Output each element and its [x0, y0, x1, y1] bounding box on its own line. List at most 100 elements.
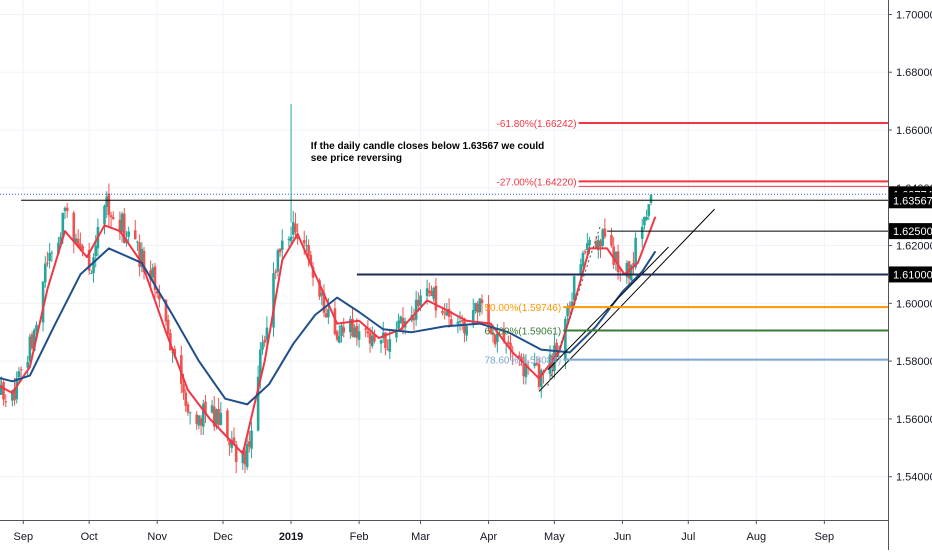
time-tick-label: Mar — [411, 531, 430, 543]
candle-body — [342, 327, 345, 332]
price-tick-label: 1.70000 — [896, 9, 932, 21]
candle-body — [481, 300, 484, 303]
price-tag-label: 1.62500 — [893, 226, 932, 238]
plot-area: -61.80%(1.66242) -27.00%(1.64220) 50.00%(1… — [0, 0, 888, 520]
candle-body — [290, 237, 293, 241]
candle-body — [110, 215, 113, 217]
candle-body — [647, 204, 650, 216]
price-level-label: 50.00%(1.59746) — [484, 303, 561, 314]
candle-body — [48, 253, 51, 261]
candle-body — [307, 245, 310, 255]
price-tag-label: 1.63567 — [893, 195, 932, 207]
candle-body — [44, 264, 47, 283]
candle-body — [103, 206, 106, 224]
candle-body — [588, 240, 591, 246]
candle-body — [457, 322, 460, 324]
candle-body — [364, 329, 367, 330]
candle-body — [26, 362, 29, 368]
candle-body — [136, 242, 139, 243]
price-tick-label: 1.66000 — [896, 125, 932, 137]
annotation-line: If the daily candle closes below 1.63567… — [311, 141, 544, 152]
candle-body — [134, 230, 137, 239]
candle-body — [641, 227, 644, 239]
candle-body — [66, 208, 69, 211]
candle-body — [189, 412, 192, 413]
candle-body — [441, 311, 444, 313]
price-level-label: -27.00%(1.64220) — [496, 177, 576, 188]
candle-body — [380, 340, 383, 343]
candle-body — [220, 413, 223, 425]
candle-body — [650, 195, 653, 203]
candle-body — [263, 340, 266, 343]
candle-body — [18, 371, 21, 377]
candle-body — [281, 241, 284, 250]
candle-body — [92, 257, 95, 273]
time-tick-label: Oct — [81, 531, 98, 543]
candle-body — [610, 235, 613, 246]
candle-body — [2, 382, 5, 400]
candle-body — [358, 331, 361, 340]
candle-body — [338, 336, 341, 342]
candle-body — [250, 431, 253, 449]
candle-body — [604, 229, 607, 237]
candle-body — [51, 253, 54, 254]
time-tick-label: Feb — [350, 531, 369, 543]
price-tag: 1.62500 — [889, 223, 932, 239]
candle-body — [465, 326, 468, 335]
price-tag-label: 1.61000 — [893, 269, 932, 281]
time-tick-label: May — [544, 531, 565, 543]
candle-body — [294, 224, 297, 233]
candle-body — [108, 194, 111, 215]
candle-body — [167, 320, 170, 334]
candle-body — [566, 308, 569, 317]
candle-body — [187, 404, 190, 412]
trendline — [548, 247, 669, 370]
price-tick-label: 1.54000 — [896, 472, 932, 484]
time-tick-label: Sep — [815, 531, 835, 543]
price-tick-label: 1.58000 — [896, 356, 932, 368]
candle-body — [582, 253, 585, 266]
price-tick-label: 1.62000 — [896, 241, 932, 253]
candle-body — [277, 250, 280, 271]
price-tick-label: 1.60000 — [896, 298, 932, 310]
time-tick-label: Dec — [213, 531, 233, 543]
candle-body — [90, 273, 93, 274]
candle-body — [184, 393, 187, 406]
price-tag: 1.61000 — [889, 266, 932, 282]
candle-body — [226, 410, 229, 437]
candle-body — [327, 309, 330, 317]
price-tick-label: 1.56000 — [896, 414, 932, 426]
time-tick-label: Apr — [480, 531, 497, 543]
candle-body — [303, 240, 306, 243]
candle-body — [4, 401, 7, 402]
time-tick-label: Jun — [614, 531, 632, 543]
time-axis: Sep Oct Nov Dec 2019 Feb Mar Apr May Jun Jul Aug Sep — [14, 520, 835, 543]
time-tick-label: Jul — [681, 531, 695, 543]
time-tick-label: Nov — [147, 531, 167, 543]
price-tag: 1.63567 — [889, 192, 932, 208]
candle-body — [20, 369, 23, 370]
candle-body — [450, 319, 453, 325]
time-tick-label: Sep — [14, 531, 34, 543]
candle-body — [112, 217, 115, 219]
price-level-label: 61.80%(1.59061) — [484, 326, 561, 337]
annotation-line: see price reversing — [311, 153, 402, 164]
candle-body — [46, 263, 49, 264]
candle-body — [389, 339, 392, 352]
candle-body — [435, 286, 438, 311]
price-tick-label: 1.68000 — [896, 67, 932, 79]
candle-body — [127, 232, 130, 237]
price-level-label: -61.80%(1.66242) — [496, 119, 576, 130]
annotation-text: If the daily candle closes below 1.63567… — [311, 141, 544, 164]
candle-body — [182, 384, 185, 392]
time-tick-label: 2019 — [279, 531, 303, 543]
price-level-label: 78.60%(1.58084) — [484, 356, 561, 367]
candle-body — [645, 217, 648, 220]
candle-body — [419, 295, 422, 305]
candle-body — [261, 342, 264, 349]
price-axis: 1.700001.680001.660001.640001.620001.600… — [888, 9, 932, 483]
time-tick-label: Aug — [747, 531, 767, 543]
candle-body — [72, 213, 75, 242]
